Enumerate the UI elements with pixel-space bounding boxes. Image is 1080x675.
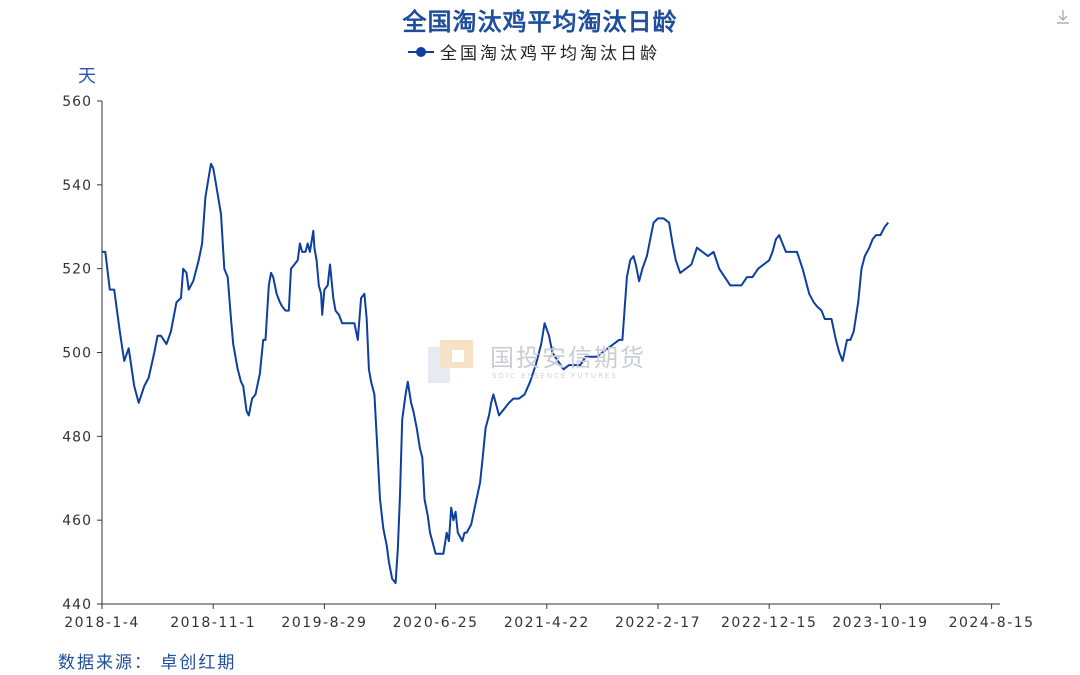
legend-marker (408, 46, 434, 57)
legend-label: 全国淘汰鸡平均淘汰日龄 (440, 44, 660, 64)
x-tick-label: 2022-2-17 (615, 615, 701, 631)
y-tick-label: 520 (62, 262, 92, 278)
x-tick-label: 2018-1-4 (64, 615, 140, 631)
watermark-logo (428, 340, 473, 383)
x-tick-label: 2018-11-1 (170, 615, 256, 631)
y-axis-label: 天 (78, 66, 96, 87)
x-tick-label: 2020-6-25 (393, 615, 479, 631)
y-tick-label: 540 (62, 178, 92, 194)
legend[interactable]: 全国淘汰鸡平均淘汰日龄 (408, 39, 660, 64)
watermark-subtext: SDIC ESSENCE FUTURES (492, 372, 618, 380)
y-tick-label: 460 (62, 513, 92, 529)
x-tick-label: 2021-4-22 (504, 615, 590, 631)
series-line-layer (102, 162, 889, 584)
y-tick-label: 440 (62, 597, 92, 613)
watermark-text: 国投安信期货 (490, 344, 646, 372)
x-tick-label: 2024-8-15 (949, 615, 1035, 631)
x-tick-label: 2019-8-29 (281, 615, 367, 631)
y-tick-label: 500 (62, 346, 92, 362)
legend-dot-icon (416, 46, 426, 57)
data-source: 数据来源： 卓创红期 (58, 653, 237, 673)
chart-title: 全国淘汰鸡平均淘汰日龄 (402, 8, 678, 36)
download-icon[interactable] (1054, 8, 1072, 26)
axis-layer: 440 460 480 500 520 540 560 2018-1-4 2018-11-1 20… (62, 94, 1035, 631)
series-line (102, 162, 889, 584)
y-tick-label: 480 (62, 429, 92, 445)
y-tick-label: 560 (62, 94, 92, 110)
x-tick-label: 2023-10-19 (832, 615, 928, 631)
x-tick-label: 2022-12-15 (721, 615, 817, 631)
